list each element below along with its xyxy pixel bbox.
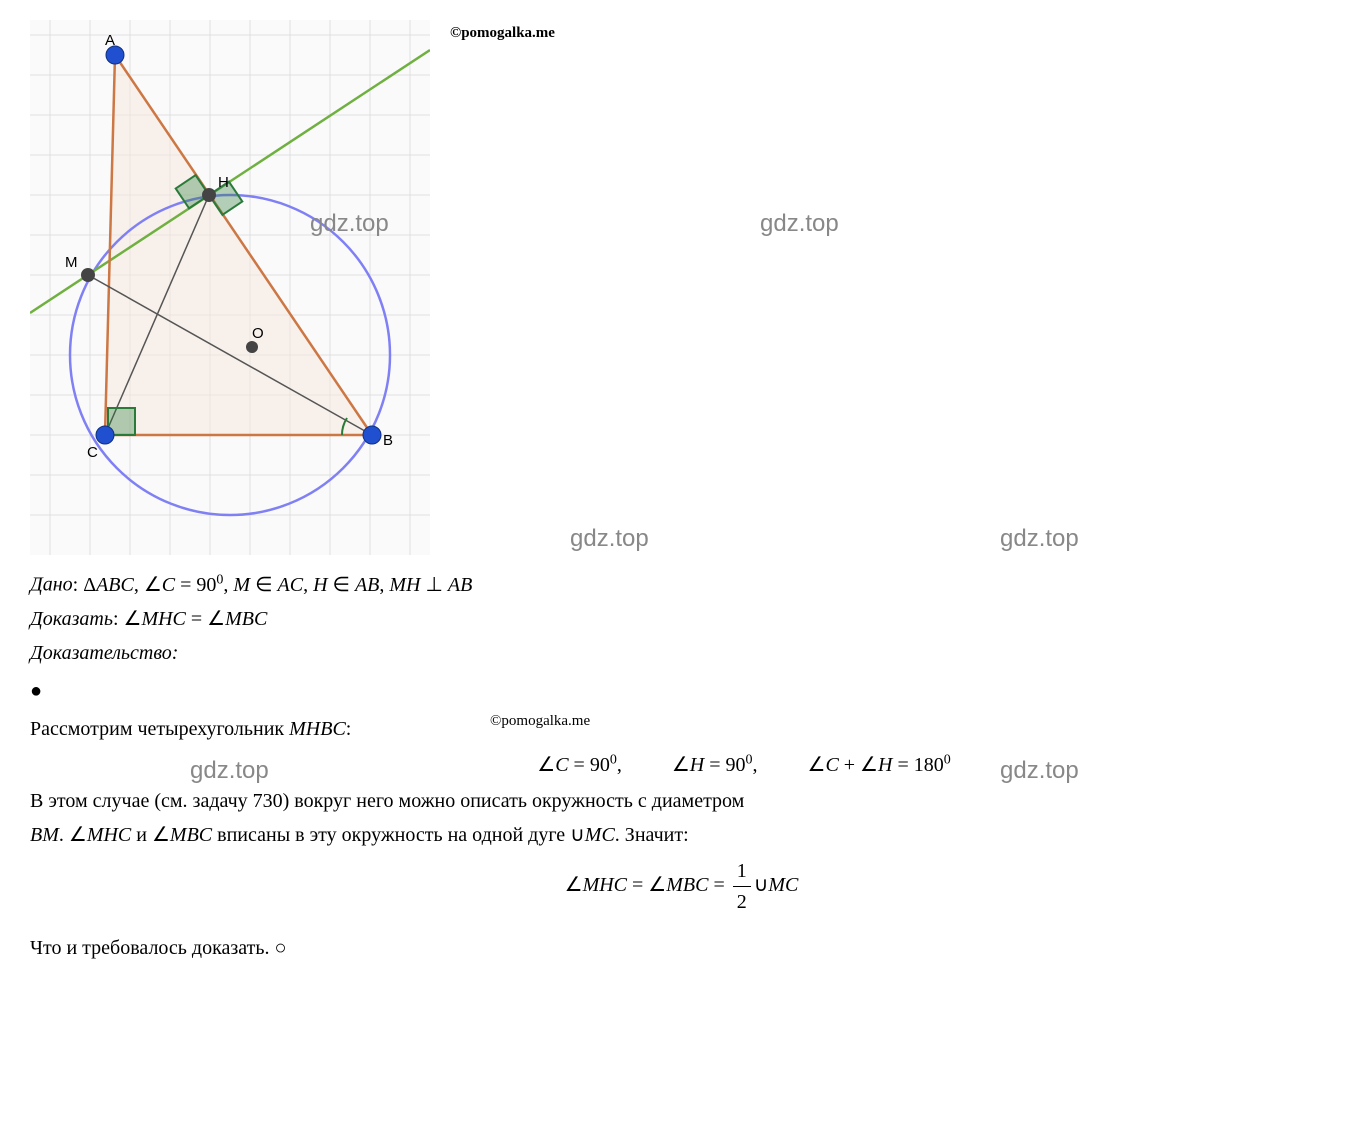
bm-line: BM. ∠MHC и ∠MBC вписаны в эту окружность… — [30, 820, 1333, 850]
case-text: В этом случае (см. задачу 730) вокруг не… — [30, 786, 1333, 816]
consider-text: Рассмотрим четырехугольник MHBC: — [30, 714, 1333, 744]
svg-text:M: M — [65, 254, 78, 271]
prove-content: : ∠MHC = ∠MBC — [113, 608, 267, 630]
svg-text:H: H — [218, 174, 229, 191]
proof-label: Доказательство: — [30, 638, 1333, 668]
copyright-mid: ©pomogalka.me — [490, 710, 590, 733]
denominator: 2 — [733, 887, 751, 917]
numerator: 1 — [733, 856, 751, 887]
watermark: gdz.top — [570, 525, 649, 553]
prove-label: Доказать — [30, 608, 113, 630]
watermark: gdz.top — [310, 210, 389, 238]
watermark: gdz.top — [1000, 753, 1079, 789]
qed-text: Что и требовалось доказать. ○ — [30, 933, 1333, 963]
svg-text:O: O — [252, 325, 264, 342]
given-content: : ΔABC, ∠C = 900, M ∈ AC, H ∈ AB, MH ⊥ A… — [73, 574, 473, 596]
given-label: Дано — [30, 574, 73, 596]
watermark: gdz.top — [1000, 525, 1079, 553]
proof-content: Дано: ΔABC, ∠C = 900, M ∈ AC, H ∈ AB, MH… — [10, 569, 1353, 963]
equation-angles: ∠C = 900, ∠H = 900, ∠C + ∠H = 1800 gdz.t… — [30, 750, 1333, 781]
bullet-icon: ● — [30, 676, 1333, 706]
fraction: 1 2 — [733, 856, 751, 917]
geometry-diagram: A B C H M O — [30, 20, 430, 555]
eq-h: ∠H = 900, — [672, 754, 758, 776]
top-section: A B C H M O ©pomogalka.me gdz.top gdz.to… — [10, 10, 1353, 565]
final-equation: ∠MHC = ∠MBC = 1 2 ∪MC — [30, 856, 1333, 917]
eq-sum: ∠C + ∠H = 1800 — [808, 754, 951, 776]
svg-text:B: B — [383, 432, 393, 449]
eq-c: ∠C = 900, — [537, 754, 622, 776]
watermark: gdz.top — [190, 753, 269, 789]
svg-text:A: A — [105, 32, 115, 49]
prove-line: Доказать: ∠MHC = ∠MBC — [30, 604, 1333, 634]
given-line: Дано: ΔABC, ∠C = 900, M ∈ AC, H ∈ AB, MH… — [30, 569, 1333, 600]
svg-text:C: C — [87, 444, 98, 461]
watermark: gdz.top — [760, 210, 839, 238]
copyright-top: ©pomogalka.me — [450, 25, 555, 42]
